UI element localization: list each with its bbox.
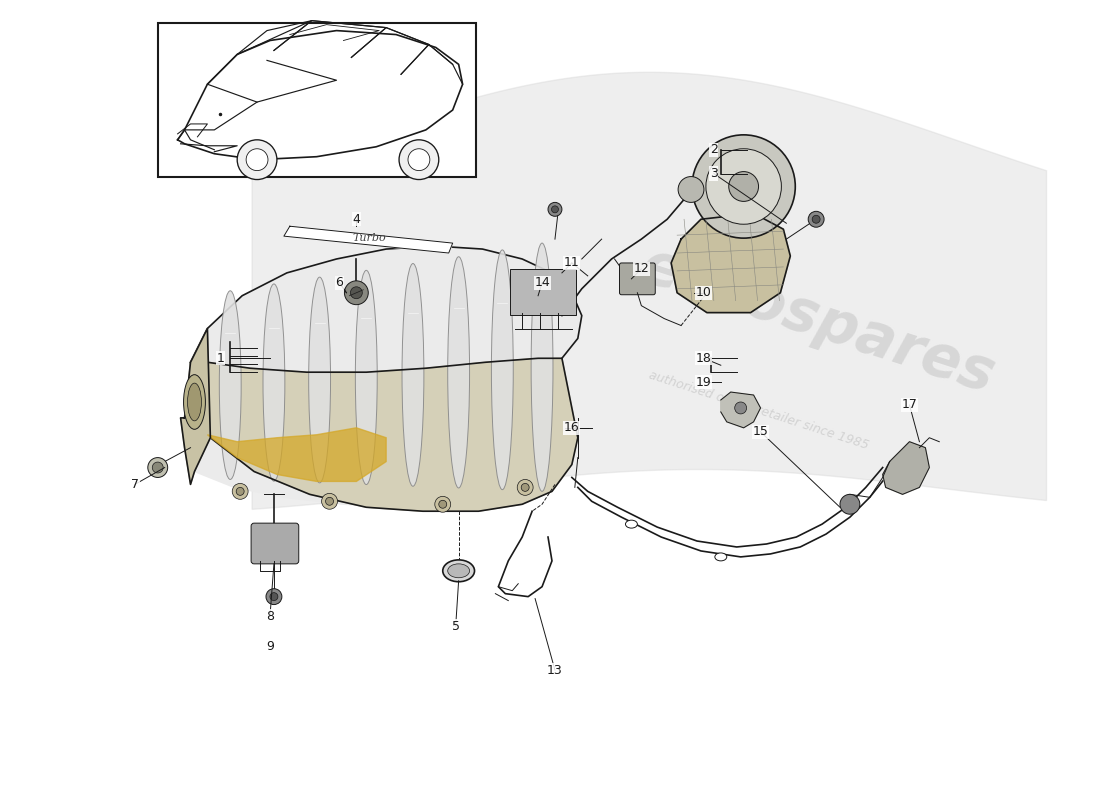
Circle shape bbox=[678, 177, 704, 202]
Polygon shape bbox=[177, 30, 463, 160]
Polygon shape bbox=[671, 214, 790, 313]
Bar bbox=[157, 22, 475, 177]
Ellipse shape bbox=[442, 560, 474, 582]
Polygon shape bbox=[190, 358, 578, 511]
Circle shape bbox=[728, 171, 759, 202]
Ellipse shape bbox=[448, 564, 470, 578]
Text: authorised online retailer since 1985: authorised online retailer since 1985 bbox=[647, 368, 870, 452]
Polygon shape bbox=[284, 226, 453, 253]
Circle shape bbox=[147, 458, 167, 478]
Text: 15: 15 bbox=[752, 426, 769, 438]
Circle shape bbox=[238, 140, 277, 179]
Text: 10: 10 bbox=[696, 286, 712, 299]
Ellipse shape bbox=[531, 243, 553, 491]
Text: 3: 3 bbox=[710, 167, 718, 180]
FancyBboxPatch shape bbox=[251, 523, 299, 564]
Ellipse shape bbox=[626, 520, 637, 528]
Circle shape bbox=[232, 483, 249, 499]
Text: 6: 6 bbox=[336, 276, 343, 290]
Ellipse shape bbox=[309, 277, 330, 483]
Circle shape bbox=[326, 498, 333, 506]
Ellipse shape bbox=[492, 250, 514, 490]
Circle shape bbox=[439, 500, 447, 508]
Circle shape bbox=[735, 402, 747, 414]
Ellipse shape bbox=[187, 383, 201, 421]
Polygon shape bbox=[252, 72, 1046, 510]
Circle shape bbox=[551, 206, 559, 213]
Polygon shape bbox=[720, 392, 760, 428]
Text: 5: 5 bbox=[452, 620, 460, 633]
FancyBboxPatch shape bbox=[619, 263, 656, 294]
Text: 4: 4 bbox=[352, 213, 361, 226]
Circle shape bbox=[399, 140, 439, 179]
Polygon shape bbox=[208, 428, 386, 482]
Text: 18: 18 bbox=[696, 352, 712, 365]
Ellipse shape bbox=[219, 290, 241, 479]
Circle shape bbox=[351, 286, 362, 298]
Circle shape bbox=[517, 479, 534, 495]
Text: 9: 9 bbox=[266, 640, 274, 653]
Circle shape bbox=[408, 149, 430, 170]
Text: eurospares: eurospares bbox=[634, 237, 1002, 405]
Circle shape bbox=[548, 202, 562, 216]
Circle shape bbox=[270, 593, 278, 601]
Ellipse shape bbox=[402, 263, 424, 486]
Ellipse shape bbox=[715, 553, 727, 561]
Text: 19: 19 bbox=[696, 376, 712, 389]
Circle shape bbox=[321, 494, 338, 510]
Polygon shape bbox=[180, 329, 210, 485]
Circle shape bbox=[236, 487, 244, 495]
Text: 7: 7 bbox=[131, 478, 139, 491]
Text: 1: 1 bbox=[217, 352, 224, 365]
Text: 14: 14 bbox=[535, 276, 550, 290]
Circle shape bbox=[434, 496, 451, 512]
Text: 11: 11 bbox=[564, 257, 580, 270]
Text: 13: 13 bbox=[547, 664, 563, 677]
Text: 2: 2 bbox=[710, 143, 718, 156]
Circle shape bbox=[808, 211, 824, 227]
Ellipse shape bbox=[448, 257, 470, 488]
Circle shape bbox=[692, 135, 795, 238]
Polygon shape bbox=[882, 442, 930, 494]
Circle shape bbox=[246, 149, 268, 170]
Circle shape bbox=[266, 589, 282, 605]
Circle shape bbox=[812, 215, 821, 223]
Ellipse shape bbox=[355, 270, 377, 485]
Circle shape bbox=[152, 462, 163, 473]
Circle shape bbox=[840, 494, 860, 514]
Ellipse shape bbox=[263, 284, 285, 481]
Polygon shape bbox=[185, 246, 582, 507]
Circle shape bbox=[344, 281, 369, 305]
Text: 8: 8 bbox=[266, 610, 274, 623]
FancyBboxPatch shape bbox=[510, 269, 575, 314]
Text: 12: 12 bbox=[634, 262, 649, 275]
Ellipse shape bbox=[184, 374, 206, 430]
Text: 17: 17 bbox=[902, 398, 917, 411]
Text: Turbo: Turbo bbox=[352, 233, 386, 243]
Text: 16: 16 bbox=[564, 422, 580, 434]
Circle shape bbox=[706, 149, 781, 224]
Circle shape bbox=[521, 483, 529, 491]
